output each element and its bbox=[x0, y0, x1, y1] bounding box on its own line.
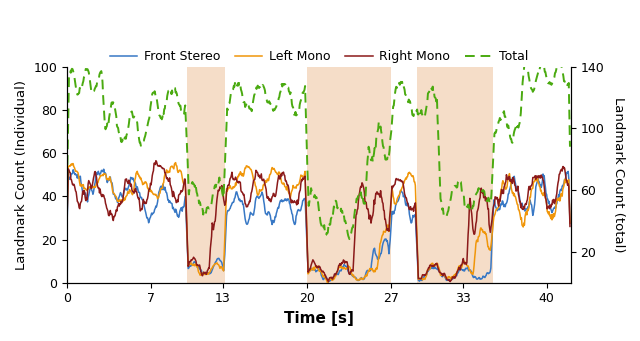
Bar bbox=[307, 67, 391, 283]
Legend: Front Stereo, Left Mono, Right Mono, Total: Front Stereo, Left Mono, Right Mono, Tot… bbox=[105, 45, 533, 68]
Bar bbox=[417, 67, 493, 283]
Y-axis label: Landmark Count (Individual): Landmark Count (Individual) bbox=[15, 80, 28, 270]
Bar bbox=[187, 67, 225, 283]
Y-axis label: Landmark Count (total): Landmark Count (total) bbox=[612, 97, 625, 252]
X-axis label: Time [s]: Time [s] bbox=[284, 311, 354, 326]
